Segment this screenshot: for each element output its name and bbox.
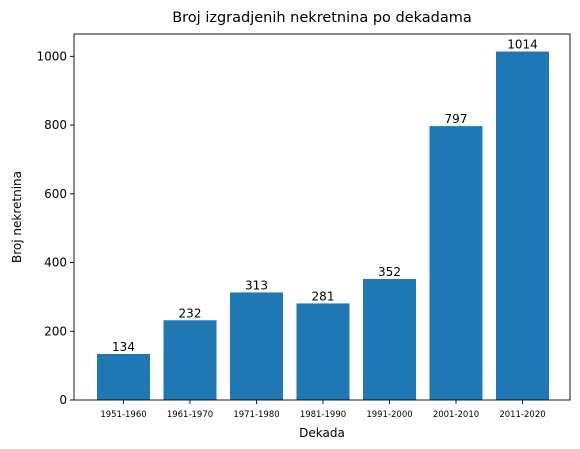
- y-axis-label: Broj nekretnina: [10, 171, 24, 263]
- x-tick-label-1971-1980: 1971-1980: [233, 410, 279, 420]
- data-label-1951-1960: 134: [112, 340, 135, 354]
- bar-2001-2010: [429, 126, 483, 400]
- bar-2011-2020: [496, 51, 549, 400]
- x-tick-label-2011-2020: 2011-2020: [499, 410, 545, 420]
- data-label-1991-2000: 352: [378, 265, 401, 279]
- y-tick-label-200: 200: [44, 324, 67, 338]
- data-label-1961-1970: 232: [179, 306, 202, 320]
- plot-frame: [73, 33, 571, 401]
- bar-1981-1990: [296, 303, 350, 400]
- x-axis-label: Dekada: [299, 426, 345, 440]
- x-tick-label-1981-1990: 1981-1990: [300, 410, 346, 420]
- data-label-1971-1980: 313: [245, 278, 268, 292]
- x-tick-label-2001-2010: 2001-2010: [433, 410, 479, 420]
- data-label-2011-2020: 1014: [507, 38, 538, 52]
- x-tick-label-1951-1960: 1951-1960: [100, 410, 146, 420]
- y-tick-label-400: 400: [44, 256, 67, 270]
- bars-group: 134 232 313 281 352 797 1014: [97, 38, 549, 400]
- y-tick-label-1000: 1000: [36, 49, 67, 63]
- bar-1971-1980: [230, 292, 283, 400]
- ticks-group: 1951-1960 1961-1970 1971-1980 1981-1990 1991…: [36, 49, 545, 420]
- chart-title: Broj izgradjenih nekretnina po dekadama: [172, 10, 472, 26]
- y-tick-label-0: 0: [59, 393, 67, 407]
- bar-1951-1960: [97, 353, 150, 400]
- x-tick-label-1961-1970: 1961-1970: [167, 410, 213, 420]
- y-tick-label-800: 800: [44, 118, 67, 132]
- data-label-1981-1990: 281: [312, 289, 335, 303]
- y-tick-label-600: 600: [44, 187, 67, 201]
- bar-1961-1970: [163, 320, 217, 400]
- bar-1991-2000: [363, 279, 416, 400]
- data-label-2001-2010: 797: [445, 112, 468, 126]
- x-tick-label-1991-2000: 1991-2000: [366, 410, 412, 420]
